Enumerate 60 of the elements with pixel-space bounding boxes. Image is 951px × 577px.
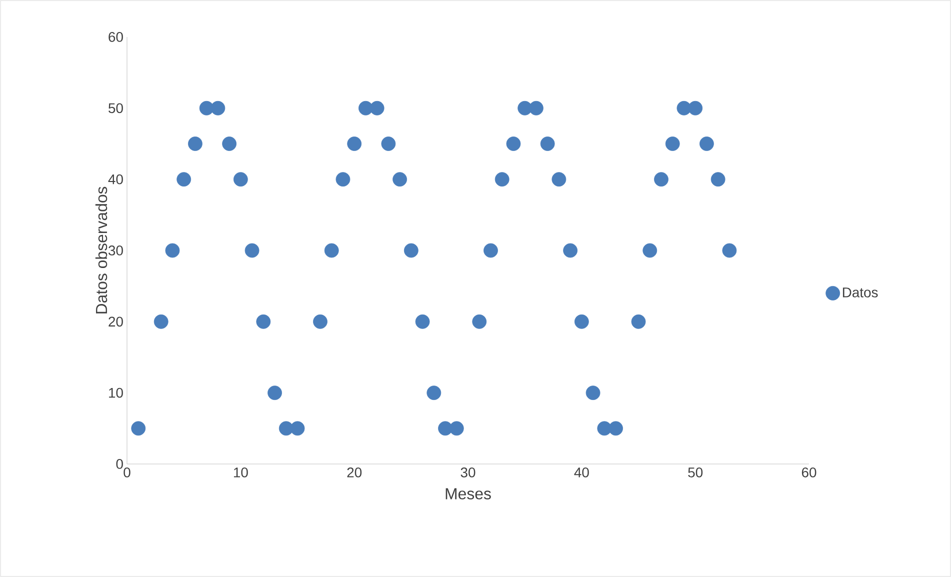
point [290,421,305,436]
point [404,243,418,258]
point [370,100,384,116]
point [449,421,464,436]
point [154,314,168,329]
y-tick-label: 50 [108,103,123,114]
point [313,314,328,329]
point [722,243,737,258]
point [176,172,192,187]
point [484,243,498,258]
point [494,172,510,187]
point [233,172,248,187]
point [244,243,260,258]
x-tick-label: 50 [688,467,703,478]
y-tick-label: 20 [108,316,123,327]
y-tick-label: 0 [116,459,123,469]
point [608,421,623,436]
y-tick-label: 40 [108,174,123,184]
point [506,136,521,151]
point [574,314,589,329]
point [268,386,282,400]
point [165,243,180,258]
point [415,314,430,329]
x-tick-label: 60 [802,467,816,478]
point [688,100,703,116]
point [665,136,680,151]
y-tick-label: 30 [108,246,123,256]
point [642,243,658,258]
point [324,243,339,258]
point [392,172,408,187]
x-tick-label: 20 [347,467,362,478]
point [710,172,726,187]
point [381,136,396,151]
point [563,243,578,258]
point [472,314,487,329]
point [256,314,271,329]
point [586,386,600,400]
y-tick-label: 60 [108,32,123,42]
point [188,136,202,151]
point [358,100,373,116]
point [131,421,146,436]
point [700,136,714,151]
point [426,386,442,400]
legend-label: Datos [842,288,878,298]
point [540,136,555,151]
point [529,100,544,116]
y-tick-label: 10 [109,388,123,398]
point [336,172,350,187]
point [631,314,646,329]
point [552,172,566,187]
x-tick-label: 0 [124,467,130,478]
x-tick-label: 40 [574,467,589,478]
point [347,136,362,151]
x-axis-title: Meses [446,488,491,500]
point [222,136,237,151]
x-tick-label: 10 [234,467,248,478]
y-axis-title: Datos observados [95,186,108,314]
x-tick-label: 30 [460,467,476,478]
point [654,172,668,187]
point [210,100,226,116]
